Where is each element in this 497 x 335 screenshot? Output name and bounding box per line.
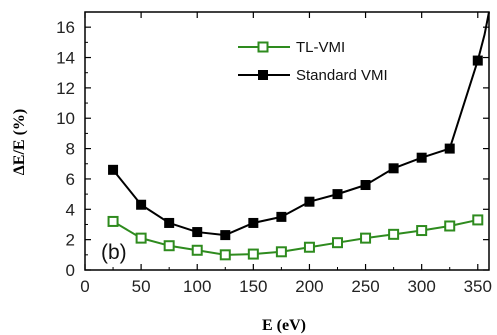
- data-point-tl-vmi-175: [275, 246, 287, 258]
- data-point-tl-vmi-150: [247, 248, 259, 260]
- legend: TL-VMI Standard VMI: [238, 39, 388, 84]
- data-point-standard-vmi-225: [332, 189, 343, 200]
- series-line-standard-vmi: [112, 11, 490, 237]
- data-point-tl-vmi-225: [332, 237, 343, 249]
- y-tick-label-14: 14: [56, 49, 75, 68]
- x-tick-label-150: 150: [239, 277, 267, 296]
- data-point-tl-vmi-200: [303, 241, 315, 253]
- data-point-standard-vmi-150: [248, 217, 259, 228]
- plot-frame: [84, 11, 490, 271]
- y-tick-label-10: 10: [56, 109, 75, 128]
- data-point-standard-vmi-75: [164, 217, 175, 228]
- data-point-tl-vmi-275: [388, 228, 400, 240]
- series-layer: [107, 11, 490, 261]
- y-tick-label-6: 6: [66, 170, 75, 189]
- tick-labels: 0 50 100 150 200 250 300 350 0 2 4 6 8 10 12 14 16: [56, 18, 492, 296]
- data-point-tl-vmi-325: [444, 220, 456, 232]
- x-axis-title: E (eV): [262, 317, 306, 334]
- axis-ticks: [84, 12, 489, 271]
- y-tick-label-0: 0: [66, 261, 75, 280]
- data-point-tl-vmi-25: [107, 215, 119, 227]
- data-point-standard-vmi-325: [444, 143, 455, 154]
- data-point-tl-vmi-50: [135, 232, 147, 244]
- y-tick-label-12: 12: [56, 79, 75, 98]
- y-axis-title: ΔE/E (%): [11, 109, 28, 175]
- x-tick-label-300: 300: [407, 277, 435, 296]
- legend-standard-vmi-label: Standard VMI: [296, 67, 388, 84]
- x-tick-label-50: 50: [132, 277, 151, 296]
- y-tick-label-4: 4: [66, 200, 75, 219]
- legend-tl-vmi-label: TL-VMI: [296, 39, 345, 56]
- data-point-tl-vmi-125: [219, 249, 231, 261]
- legend-standard-vmi-marker: [258, 70, 268, 80]
- data-point-standard-vmi-250: [360, 180, 371, 191]
- data-point-tl-vmi-350: [472, 214, 484, 226]
- legend-tl-vmi-marker: [257, 41, 269, 53]
- data-point-standard-vmi-175: [276, 211, 287, 222]
- data-point-tl-vmi-250: [360, 232, 372, 244]
- panel-label: (b): [101, 241, 127, 264]
- data-point-standard-vmi-300: [416, 152, 427, 163]
- y-tick-label-16: 16: [56, 18, 75, 37]
- data-point-standard-vmi-275: [388, 163, 399, 174]
- data-point-standard-vmi-50: [136, 199, 147, 210]
- x-tick-label-100: 100: [183, 277, 211, 296]
- data-point-tl-vmi-300: [416, 225, 428, 237]
- y-tick-label-8: 8: [66, 140, 75, 159]
- x-tick-label-200: 200: [295, 277, 323, 296]
- y-tick-label-2: 2: [66, 231, 75, 250]
- data-point-standard-vmi-350: [472, 55, 483, 66]
- data-point-standard-vmi-200: [304, 196, 315, 207]
- data-point-standard-vmi-100: [192, 227, 203, 238]
- x-tick-label-350: 350: [464, 277, 492, 296]
- data-point-tl-vmi-75: [163, 240, 175, 252]
- x-tick-label-0: 0: [80, 277, 89, 296]
- data-point-standard-vmi-125: [220, 230, 231, 241]
- data-point-standard-vmi-25: [108, 164, 119, 175]
- x-tick-label-250: 250: [351, 277, 379, 296]
- data-point-tl-vmi-100: [191, 244, 203, 256]
